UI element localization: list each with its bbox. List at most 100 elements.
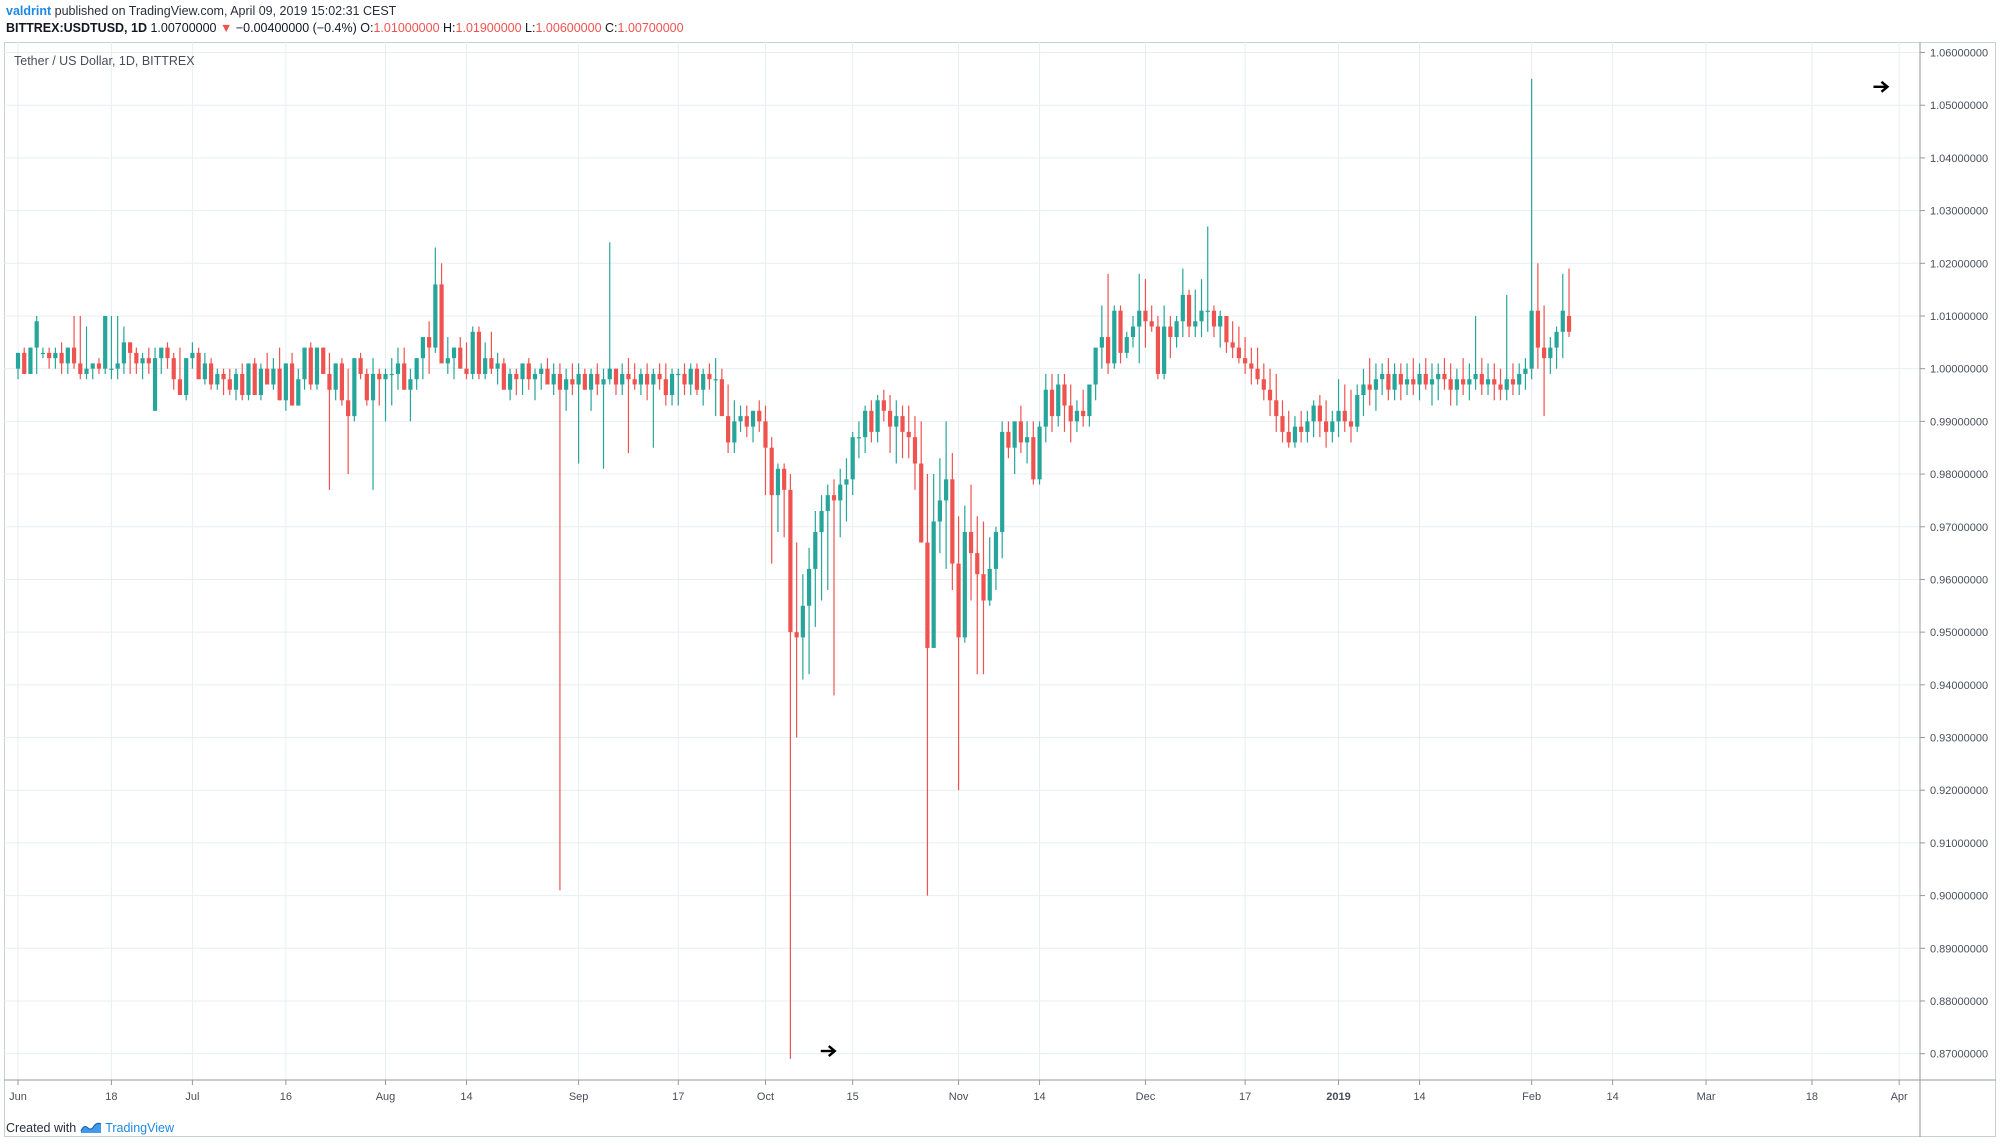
candle-body (296, 379, 301, 406)
candle-down (1342, 384, 1347, 432)
down-triangle-icon: ▼ (220, 21, 233, 35)
y-tick-label: 0.87000000 (1930, 1049, 1988, 1061)
candle-up (1180, 268, 1185, 338)
candle-body (439, 284, 444, 364)
candle-body (1124, 337, 1129, 353)
candle-up (283, 363, 288, 411)
candle-down (358, 352, 363, 380)
candle-body (588, 373, 594, 390)
candle-down (1367, 358, 1372, 406)
candle-body (501, 363, 506, 390)
candle-body (1361, 384, 1366, 396)
candle-body (1211, 310, 1217, 327)
candle-body (1062, 384, 1067, 406)
candle-up (813, 510, 818, 627)
candle-down (1006, 421, 1011, 459)
candle-up (1436, 363, 1441, 401)
candle-body (1305, 421, 1310, 432)
candlestick-chart[interactable]: 1.06000000 1.05000000 1.04000000 1.03000000… (4, 42, 1996, 1137)
candle-body (1087, 384, 1092, 417)
candle-body (134, 352, 139, 364)
candle-up (109, 315, 114, 380)
candle-down (464, 342, 469, 380)
candle-down (968, 484, 974, 601)
candle-up (1056, 373, 1061, 427)
candle-down (744, 405, 749, 438)
candle-up (370, 358, 376, 490)
candle-body (1355, 395, 1360, 427)
candle-down (570, 363, 575, 396)
candle-body (277, 368, 282, 401)
candle-body (90, 363, 95, 369)
candle-body (352, 358, 357, 417)
candle-body (1149, 321, 1154, 327)
candle-body (1112, 310, 1117, 364)
candle-body (346, 400, 351, 417)
candle-body (1162, 326, 1167, 374)
candle-body (813, 532, 818, 569)
candle-up (65, 347, 70, 374)
tradingview-logo-icon (80, 1122, 102, 1133)
candle-up (1087, 384, 1092, 427)
symbol-line: BITTREX:USDTUSD, 1D 1.00700000 ▼ −0.0040… (6, 21, 684, 35)
tradingview-link[interactable]: TradingView (80, 1121, 174, 1135)
footer: Created with TradingView (6, 1121, 174, 1135)
candle-body (1367, 384, 1372, 390)
candle-down (1168, 315, 1173, 359)
candle-up (1330, 410, 1335, 443)
candle-body (1081, 410, 1086, 417)
candle-down (458, 337, 463, 369)
high-label: H: (443, 21, 456, 35)
candle-up (713, 358, 718, 417)
candle-down (657, 363, 662, 390)
candle-body (1510, 379, 1516, 385)
candle-body (1000, 431, 1005, 533)
candle-body (1548, 347, 1553, 359)
candle-body (159, 347, 164, 359)
y-tick-label: 1.02000000 (1930, 258, 1988, 270)
candle-down (427, 321, 432, 374)
candle-down (1062, 373, 1067, 432)
candle-down (1535, 263, 1540, 369)
candle-up (620, 363, 625, 396)
candle-body (962, 532, 967, 638)
candle-up (750, 410, 756, 443)
publisher-user[interactable]: valdrint (6, 4, 52, 18)
candle-body (470, 331, 475, 374)
candle-body (993, 532, 999, 569)
y-tick-label: 0.90000000 (1930, 891, 1988, 903)
candle-body (645, 373, 650, 385)
candle-body (1068, 405, 1073, 422)
candle-down (1299, 410, 1304, 443)
candle-up (159, 347, 164, 374)
candle-up (414, 358, 419, 390)
candle-body (1560, 310, 1565, 332)
candle-down (78, 315, 83, 380)
candle-body (738, 416, 743, 422)
candle-body (931, 521, 936, 648)
low-value: 1.00600000 (535, 21, 602, 35)
candle-down (476, 326, 482, 380)
candle-up (701, 368, 706, 406)
candle-up (800, 574, 805, 680)
candle-body (607, 368, 612, 380)
candle-body (458, 347, 463, 369)
candle-body (140, 358, 145, 364)
candle-up (433, 247, 438, 353)
candle-body (732, 421, 737, 443)
candle-body (190, 352, 195, 359)
candle-body (34, 321, 39, 348)
candle-up (539, 363, 544, 390)
candle-body (1517, 373, 1522, 385)
candle-up (103, 315, 108, 374)
candle-body (669, 373, 675, 396)
candle-body (1392, 373, 1397, 390)
candle-up (1305, 410, 1310, 443)
candle-down (682, 363, 687, 396)
candle-down (1118, 305, 1123, 364)
candle-body (526, 363, 531, 380)
candle-down (769, 437, 774, 564)
candle-body (545, 368, 550, 385)
candle-body (701, 373, 706, 390)
x-tick-label: 18 (1806, 1091, 1818, 1103)
